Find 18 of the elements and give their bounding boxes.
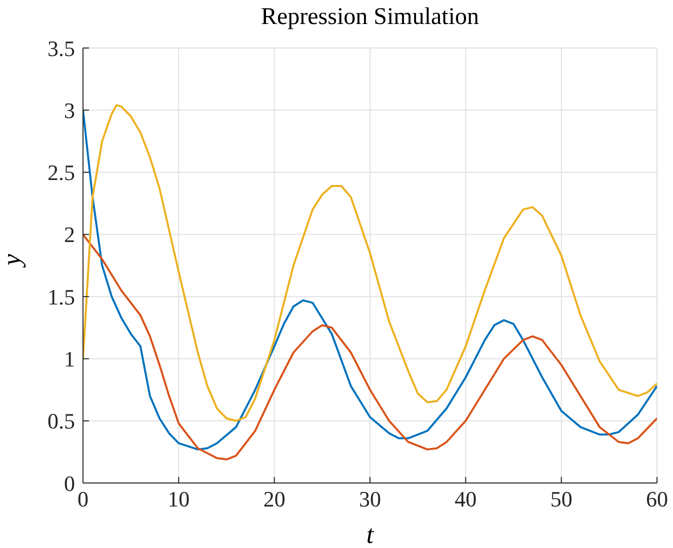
y-axis-title: y bbox=[0, 254, 26, 268]
y-tick-label: 1.5 bbox=[48, 284, 75, 310]
x-axis-title: t bbox=[366, 520, 374, 548]
y-tick-label: 3.5 bbox=[48, 36, 75, 61]
x-tick-label: 50 bbox=[550, 486, 572, 512]
y-tick-label: 3 bbox=[64, 98, 75, 123]
y-tick-label: 2 bbox=[64, 222, 75, 248]
line-series bbox=[83, 233, 657, 460]
x-tick-label: 40 bbox=[454, 486, 477, 512]
x-tick-label: 20 bbox=[263, 486, 286, 512]
x-tick-label: 30 bbox=[359, 486, 381, 512]
x-tick-label: 10 bbox=[168, 486, 190, 512]
y-tick-label: 0.5 bbox=[48, 408, 75, 434]
y-tick-label: 2.5 bbox=[48, 160, 75, 186]
x-tick-label: 60 bbox=[646, 486, 668, 512]
y-tick-label: 0 bbox=[64, 470, 75, 496]
chart-title: Repression Simulation bbox=[260, 4, 480, 31]
y-tick-label: 1 bbox=[64, 346, 75, 372]
